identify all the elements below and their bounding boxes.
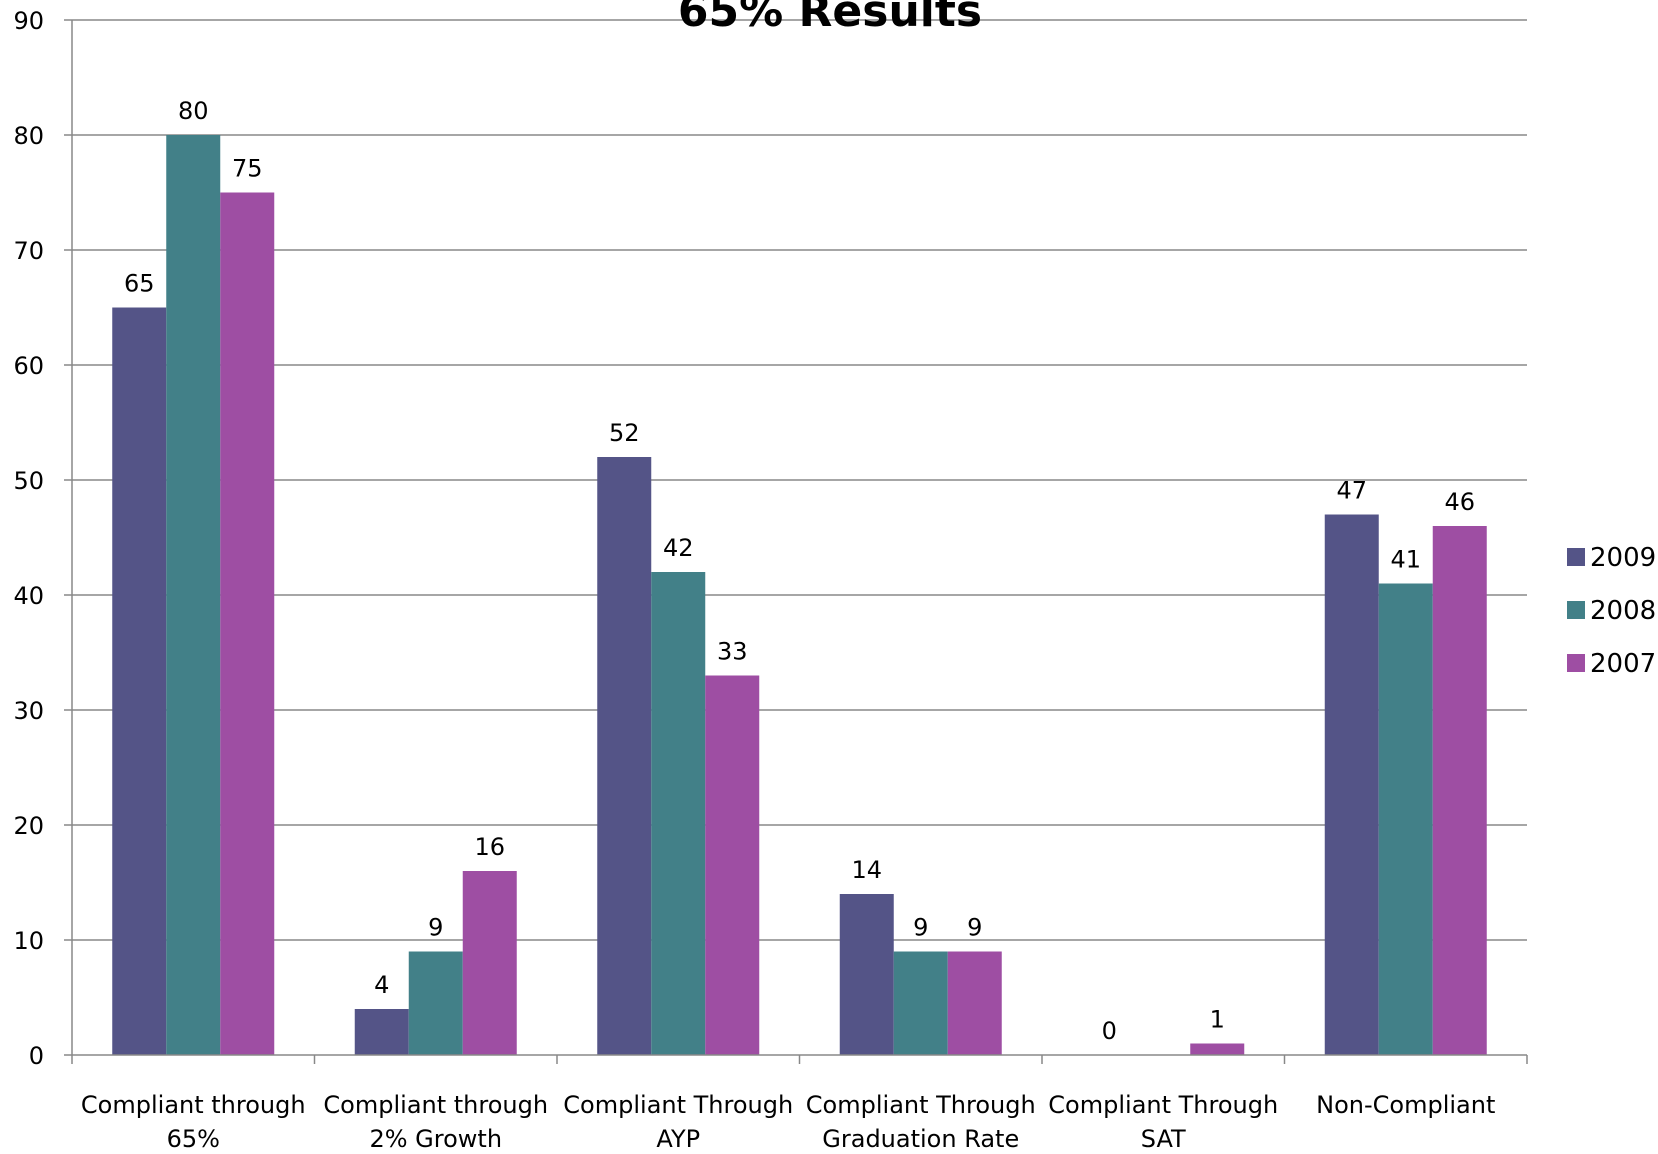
category-label: Graduation Rate — [822, 1125, 1019, 1153]
bar-2008 — [408, 951, 463, 1055]
chart-title: 65% Results — [678, 0, 982, 37]
axes — [64, 19, 1528, 1064]
x-category-labels: Compliant through 65% Compliant through 2% … — [81, 1091, 1495, 1153]
bar-2009 — [354, 1009, 409, 1055]
bar-2007 — [220, 192, 275, 1055]
data-label: 47 — [1336, 477, 1367, 505]
legend-swatch-2009 — [1567, 548, 1585, 566]
category-label: Compliant through — [81, 1091, 306, 1119]
y-tick-label: 30 — [13, 697, 44, 725]
data-label: 41 — [1390, 546, 1421, 574]
data-label: 9 — [428, 914, 443, 942]
data-label: 4 — [374, 971, 389, 999]
category-label: Compliant Through — [563, 1091, 793, 1119]
y-tick-label: 50 — [13, 467, 44, 495]
y-tick-label: 70 — [13, 237, 44, 265]
y-tick-label: 90 — [13, 7, 44, 35]
data-label: 0 — [1102, 1017, 1117, 1045]
category-label: AYP — [656, 1125, 700, 1153]
category-label: Compliant Through — [806, 1091, 1036, 1119]
data-label: 9 — [967, 914, 982, 942]
bar-2007 — [1190, 1043, 1245, 1055]
y-tick-label: 20 — [13, 812, 44, 840]
bar-2009 — [839, 894, 894, 1055]
legend-label: 2009 — [1590, 543, 1656, 573]
y-tick-label: 80 — [13, 122, 44, 150]
bars — [112, 135, 1487, 1055]
category-label: SAT — [1141, 1125, 1186, 1153]
legend-swatch-2008 — [1567, 601, 1585, 619]
y-tick-label: 60 — [13, 352, 44, 380]
bar-2008 — [1378, 583, 1433, 1055]
category-label: 65% — [167, 1125, 220, 1153]
data-label: 16 — [474, 833, 505, 861]
legend: 2009 2008 2007 — [1567, 543, 1656, 679]
bar-2008 — [166, 135, 221, 1055]
data-labels: 65 80 75 4 9 16 52 42 33 14 9 9 0 1 47 41 46 — [124, 97, 1475, 1045]
category-label: Compliant through — [323, 1091, 548, 1119]
bar-2007 — [462, 871, 517, 1055]
data-label: 42 — [663, 534, 694, 562]
gridlines — [72, 19, 1527, 941]
bar-2009 — [1324, 514, 1379, 1055]
y-tick-label: 10 — [13, 927, 44, 955]
bar-2007 — [705, 675, 760, 1055]
category-label: Non-Compliant — [1316, 1091, 1495, 1119]
bar-2007 — [1432, 526, 1487, 1055]
legend-label: 2008 — [1590, 596, 1656, 626]
data-label: 33 — [717, 638, 748, 666]
bar-2009 — [597, 457, 652, 1055]
data-label: 1 — [1210, 1006, 1225, 1034]
data-label: 65 — [124, 270, 155, 298]
data-label: 46 — [1444, 488, 1475, 516]
data-label: 80 — [178, 97, 209, 125]
y-tick-label: 0 — [29, 1042, 44, 1070]
data-label: 52 — [609, 419, 640, 447]
bar-2008 — [893, 951, 948, 1055]
category-label: Compliant Through — [1048, 1091, 1278, 1119]
data-label: 14 — [851, 856, 882, 884]
data-label: 75 — [232, 155, 263, 183]
bar-2007 — [947, 951, 1002, 1055]
y-tick-label: 40 — [13, 582, 44, 610]
legend-label: 2007 — [1590, 649, 1656, 679]
legend-swatch-2007 — [1567, 654, 1585, 672]
bar-2009 — [112, 307, 167, 1055]
data-label: 9 — [913, 914, 928, 942]
y-tick-labels: 0 10 20 30 40 50 60 70 80 90 — [13, 7, 44, 1070]
category-label: 2% Growth — [369, 1125, 502, 1153]
bar-2008 — [651, 572, 706, 1055]
